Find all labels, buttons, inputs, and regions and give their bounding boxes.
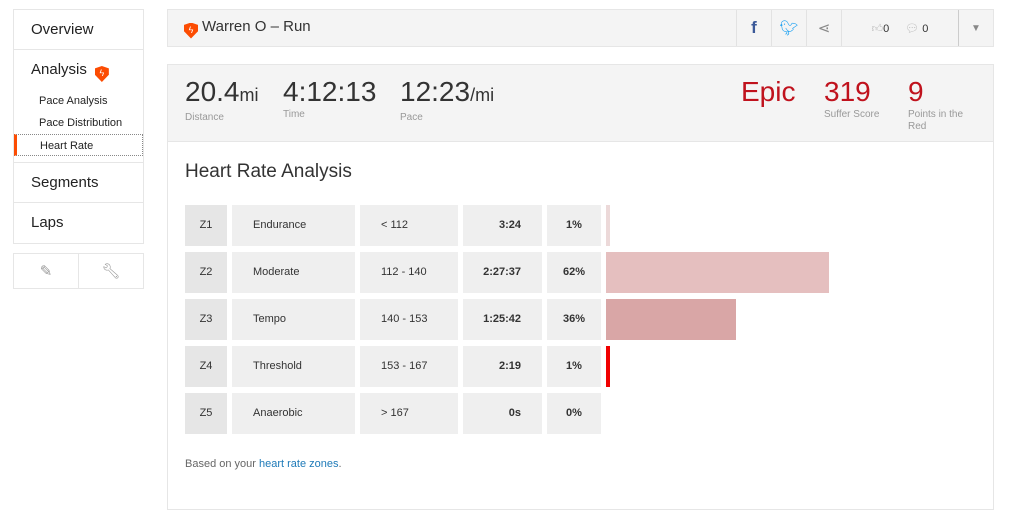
distance-label: Distance — [185, 112, 224, 123]
zone-zone: Z2 — [185, 252, 227, 293]
social-counts: 👍︎0 💬︎ 0 — [841, 10, 958, 46]
footnote-text: Based on your — [185, 458, 259, 470]
points-in-red-label: Points in the Red — [908, 109, 964, 132]
zone-name: Anaerobic — [232, 393, 355, 434]
more-actions-dropdown[interactable]: ▼ — [958, 10, 993, 46]
zone-pct: 1% — [547, 205, 601, 246]
pace-unit: /mi — [470, 85, 495, 105]
stat-time: 4:12:13 Time — [283, 77, 376, 121]
zone-name: Tempo — [232, 299, 355, 340]
sidebar-item-segments[interactable]: Segments — [14, 163, 143, 203]
wrench-icon: 🔧︎ — [101, 263, 121, 280]
comments-button[interactable]: 💬︎ 0 — [905, 22, 928, 35]
facebook-share-button[interactable]: f — [736, 10, 771, 46]
analysis-label: Analysis — [31, 61, 87, 78]
share-icon: ⋖ — [817, 20, 831, 37]
distance-value: 20.4 — [185, 76, 240, 107]
zone-pct: 36% — [547, 299, 601, 340]
zone-bar — [606, 252, 830, 293]
zone-row: Z5 Anaerobic > 167 0s 0% — [185, 393, 606, 434]
premium-shield-icon: ϟ — [184, 22, 198, 39]
zone-pct: 1% — [547, 346, 601, 387]
zone-pct: 62% — [547, 252, 601, 293]
zone-time: 0s — [463, 393, 542, 434]
zone-range: > 167 — [360, 393, 458, 434]
premium-shield-icon: ϟ — [94, 66, 109, 82]
zones-footnote: Based on your heart rate zones. — [185, 458, 342, 470]
zone-zone: Z3 — [185, 299, 227, 340]
suffer-score-value: 319 — [824, 76, 871, 107]
zone-time: 2:19 — [463, 346, 542, 387]
zone-row: Z2 Moderate 112 - 140 2:27:37 62% — [185, 252, 830, 293]
zone-range: < 112 — [360, 205, 458, 246]
twitter-share-button[interactable]: 🐦︎ — [771, 10, 806, 46]
zone-name: Endurance — [232, 205, 355, 246]
caret-down-icon: ▼ — [971, 22, 981, 34]
zone-bar — [606, 299, 736, 340]
sidebar-item-analysis[interactable]: Analysis ϟ — [14, 50, 143, 90]
activity-title: ϟ Warren O – Run — [168, 18, 736, 39]
sidebar-item-laps[interactable]: Laps — [31, 214, 64, 231]
comment-icon: 💬︎ — [905, 22, 920, 35]
stat-points-in-red: 9 Points in the Red — [908, 77, 978, 133]
kudos-count: 0 — [883, 22, 890, 35]
zone-time: 1:25:42 — [463, 299, 542, 340]
activity-panel: 20.4mi Distance 4:12:13 Time 12:23/mi Pace … — [167, 64, 994, 510]
zone-time: 2:27:37 — [463, 252, 542, 293]
pace-value: 12:23 — [400, 76, 471, 107]
zone-zone: Z4 — [185, 346, 227, 387]
zone-time: 3:24 — [463, 205, 542, 246]
thumbs-up-icon: 👍︎ — [871, 22, 884, 35]
section-title: Heart Rate Analysis — [185, 161, 352, 182]
activity-header: ϟ Warren O – Run f 🐦︎ ⋖ 👍︎0 💬︎ 0 ▼ — [167, 9, 994, 47]
zone-row: Z4 Threshold 153 - 167 2:19 1% — [185, 346, 610, 387]
zone-name: Threshold — [232, 346, 355, 387]
zone-bar — [606, 346, 610, 387]
facebook-icon: f — [751, 18, 757, 37]
zone-zone: Z5 — [185, 393, 227, 434]
edit-button[interactable]: ✎ — [14, 254, 79, 288]
heart-rate-zones-link[interactable]: heart rate zones — [259, 458, 339, 470]
zone-range: 140 - 153 — [360, 299, 458, 340]
sidebar: Overview Analysis ϟ Pace Analysis Pace Di… — [13, 9, 144, 289]
footnote-end: . — [338, 458, 342, 470]
twitter-icon: 🐦︎ — [779, 20, 799, 37]
zone-row: Z1 Endurance < 112 3:24 1% — [185, 205, 610, 246]
share-button[interactable]: ⋖ — [806, 10, 841, 46]
stat-effort: Epic — [741, 77, 795, 107]
zone-row: Z3 Tempo 140 - 153 1:25:42 36% — [185, 299, 736, 340]
sidebar-item-heart-rate[interactable]: Heart Rate — [14, 134, 143, 156]
kudos-button[interactable]: 👍︎0 — [872, 22, 890, 35]
comment-count: 0 — [922, 22, 929, 35]
time-value: 4:12:13 — [283, 76, 377, 107]
zone-range: 112 - 140 — [360, 252, 458, 293]
stats-bar: 20.4mi Distance 4:12:13 Time 12:23/mi Pace … — [168, 65, 993, 142]
activity-title-text: Warren O – Run — [202, 17, 311, 35]
stat-suffer-score: 319 Suffer Score — [824, 77, 879, 121]
distance-unit: mi — [239, 85, 259, 105]
effort-value: Epic — [741, 76, 796, 107]
pace-label: Pace — [400, 112, 423, 123]
zone-range: 153 - 167 — [360, 346, 458, 387]
points-in-red-value: 9 — [908, 76, 924, 107]
zone-bar — [606, 205, 610, 246]
pencil-icon: ✎ — [39, 263, 53, 280]
zone-name: Moderate — [232, 252, 355, 293]
stat-distance: 20.4mi Distance — [185, 77, 259, 124]
time-label: Time — [283, 109, 305, 120]
zone-zone: Z1 — [185, 205, 227, 246]
tools-button[interactable]: 🔧︎ — [79, 254, 143, 288]
analysis-group: Analysis ϟ Pace Analysis Pace Distributio… — [14, 50, 143, 163]
sidebar-item-pace-distribution[interactable]: Pace Distribution — [39, 117, 123, 129]
stat-pace: 12:23/mi Pace — [400, 77, 494, 124]
sidebar-item-overview[interactable]: Overview — [14, 10, 143, 50]
suffer-score-label: Suffer Score — [824, 109, 880, 120]
zone-pct: 0% — [547, 393, 601, 434]
sidebar-item-pace-analysis[interactable]: Pace Analysis — [39, 95, 108, 107]
